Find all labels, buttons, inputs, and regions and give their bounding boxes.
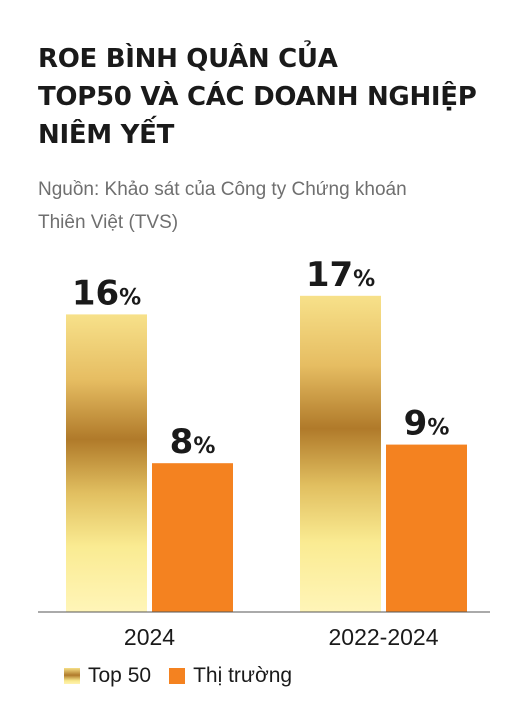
bar-top50-0: [66, 314, 147, 612]
data-label-top50-1: 17%: [306, 255, 375, 295]
bar-top50-1: [300, 295, 381, 612]
data-label-market-0: 8%: [170, 422, 216, 462]
chart-title: ROE BÌNH QUÂN CỦA TOP50 VÀ CÁC DOANH NGH…: [38, 40, 498, 154]
x-tick-label-1: 2022-2024: [329, 624, 439, 650]
chart-source: Nguồn: Khảo sát của Công ty Chứng khoán …: [38, 173, 488, 239]
legend-swatch-top50: [64, 668, 80, 684]
bar-market-1: [386, 444, 467, 612]
legend: Top 50 Thị trường: [64, 663, 310, 689]
title-line-1: ROE BÌNH QUÂN CỦA: [38, 44, 338, 74]
data-label-top50-0: 16%: [72, 273, 141, 313]
legend-item-top50: Top 50: [64, 664, 151, 688]
legend-label-market: Thị trường: [193, 664, 293, 687]
legend-label-top50: Top 50: [88, 664, 152, 687]
legend-swatch-market: [169, 668, 186, 684]
legend-item-market: Thị trường: [169, 664, 292, 688]
source-line-1: Nguồn: Khảo sát của Công ty Chứng khoán: [38, 179, 407, 200]
source-line-2: Thiên Việt (TVS): [38, 212, 179, 233]
x-tick-label-0: 2024: [124, 624, 175, 650]
bar-market-0: [152, 463, 233, 612]
data-label-market-1: 9%: [404, 404, 450, 444]
title-line-3: NIÊM YẾT: [38, 120, 175, 150]
title-line-2: TOP50 VÀ CÁC DOANH NGHIỆP: [38, 82, 477, 112]
